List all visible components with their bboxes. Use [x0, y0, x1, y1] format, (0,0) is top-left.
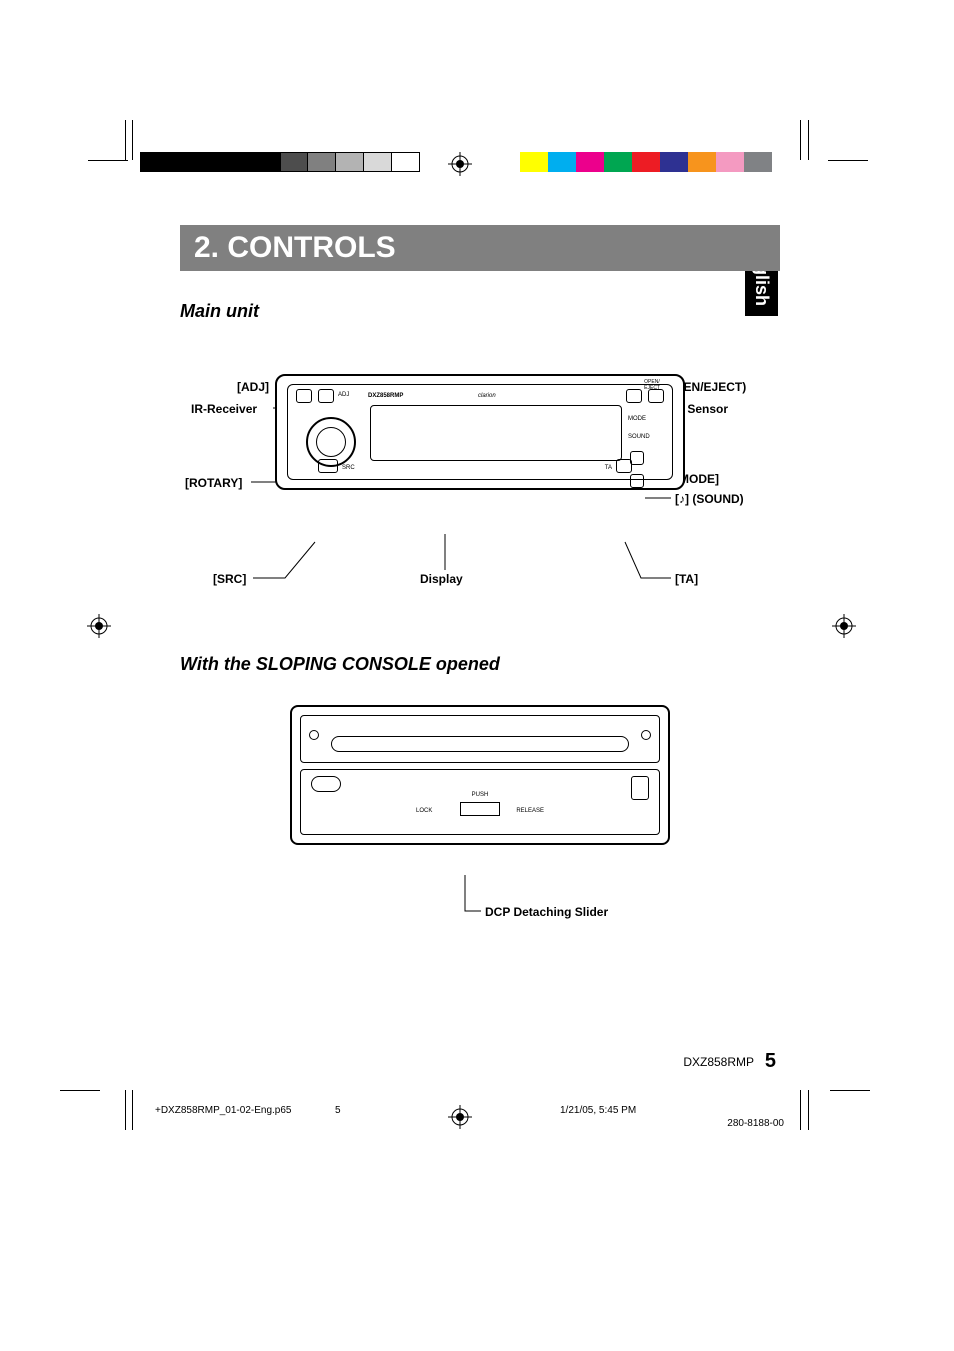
- cd-slot: [331, 736, 629, 752]
- ta-tiny: TA: [605, 465, 612, 471]
- left-lever-icon: [311, 776, 341, 792]
- ir-receiver-icon: [296, 389, 312, 403]
- crop-mark: [808, 120, 809, 160]
- color-bar: [520, 152, 772, 172]
- right-button-column: MODE SOUND: [630, 415, 658, 497]
- sloping-console-face: PUSH LOCK RELEASE: [290, 705, 670, 845]
- subhead-sloping: With the SLOPING CONSOLE opened: [180, 654, 780, 675]
- crop-mark: [800, 1090, 801, 1130]
- screw-left-icon: [309, 730, 319, 740]
- crop-mark: [828, 160, 868, 161]
- push-tiny: PUSH: [472, 792, 489, 798]
- footer-model: DXZ858RMP: [683, 1055, 754, 1069]
- sloping-console-diagram: [CD SLOT] DCP Detaching Slider PUSH LOCK…: [185, 705, 775, 925]
- crop-mark: [60, 1090, 100, 1091]
- mode-button: [630, 451, 644, 465]
- stereo-face: ADJ DXZ858RMP clarion OPEN/EJECT SRC MOD…: [275, 374, 685, 490]
- footer-filename: +DXZ858RMP_01-02-Eng.p65: [155, 1105, 291, 1116]
- adj-button: [318, 389, 334, 403]
- crop-mark: [125, 1090, 126, 1130]
- open-eject-tiny: OPEN/EJECT: [644, 379, 660, 391]
- right-lever-icon: [631, 776, 649, 800]
- crop-mark: [88, 160, 128, 161]
- src-button: [318, 459, 338, 473]
- crop-mark: [830, 1090, 870, 1091]
- sloping-top-panel: [300, 715, 660, 763]
- src-tiny-label: SRC: [342, 465, 355, 471]
- footer-pg: 5: [335, 1105, 341, 1116]
- section-title: 2. CONTROLS: [180, 225, 780, 271]
- registration-mark-top: [448, 152, 472, 176]
- brand-tiny: clarion: [478, 393, 496, 399]
- main-unit-diagram: [ADJ] IR-Receiver [ROTARY] [SRC] Display…: [185, 374, 775, 604]
- registration-mark-right: [832, 614, 856, 638]
- release-tiny: RELEASE: [516, 808, 544, 814]
- ta-button: [616, 459, 632, 473]
- adj-tiny-label: ADJ: [338, 392, 349, 398]
- registration-mark-left: [87, 614, 111, 638]
- display-screen: [370, 405, 622, 461]
- footer-partno: 280-8188-00: [727, 1118, 784, 1129]
- stereo-inner: ADJ DXZ858RMP clarion OPEN/EJECT SRC MOD…: [287, 384, 673, 480]
- registration-mark-bottom: [448, 1105, 472, 1129]
- sloping-bottom-panel: PUSH LOCK RELEASE: [300, 769, 660, 835]
- sound-button: [630, 474, 644, 488]
- grayscale-bar: [140, 152, 420, 172]
- footer-date: 1/21/05, 5:45 PM: [560, 1105, 636, 1116]
- crop-mark: [132, 120, 133, 160]
- crop-mark: [808, 1090, 809, 1130]
- screw-right-icon: [641, 730, 651, 740]
- dcp-slider: [460, 802, 500, 816]
- eject-button: [626, 389, 642, 403]
- crop-mark: [132, 1090, 133, 1130]
- footer-page-number: 5: [765, 1050, 776, 1073]
- crop-mark: [125, 120, 126, 160]
- lock-tiny: LOCK: [416, 808, 432, 814]
- subhead-main-unit: Main unit: [180, 301, 780, 322]
- page-content: 2. CONTROLS Main unit [ADJ] IR-Receiver …: [180, 225, 780, 925]
- photo-sensor-icon: [648, 389, 664, 403]
- crop-mark: [800, 120, 801, 160]
- model-tiny: DXZ858RMP: [368, 393, 403, 399]
